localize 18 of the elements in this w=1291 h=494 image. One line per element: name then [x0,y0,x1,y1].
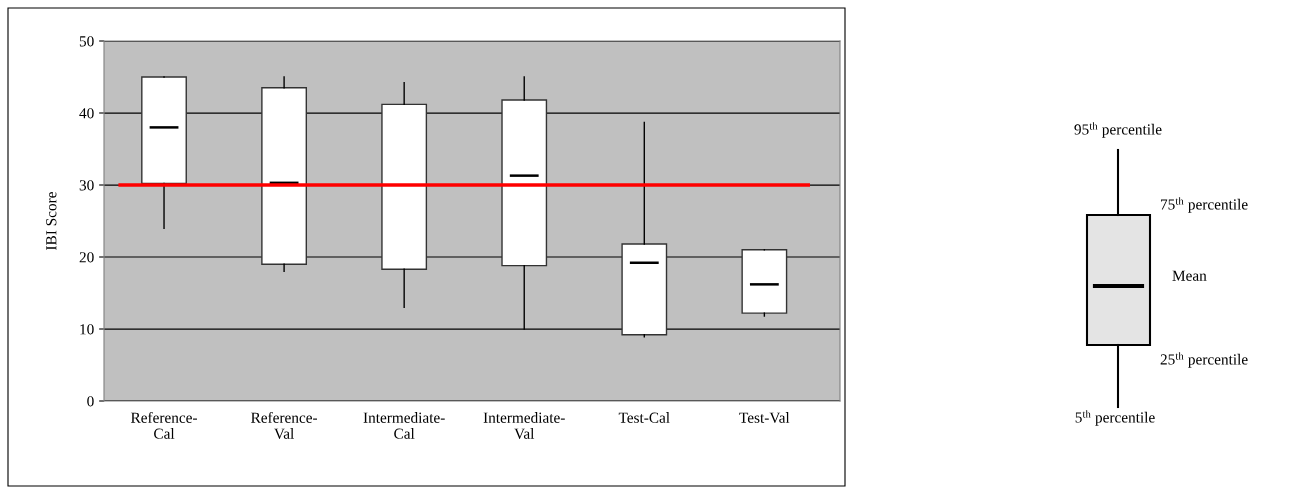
y-tick-label: 20 [79,252,94,263]
y-axis-title: IBI Score [46,192,57,250]
text: 75$^{th}$ percentile [1161,197,1248,213]
y-tick-label: 10 [80,324,94,335]
text: Mean [1172,270,1207,281]
y-tick-label: 30 [79,180,94,191]
text: 5$^{th}$ percentile [1075,410,1155,426]
y-tick-label: 40 [79,108,94,119]
x-tick-label: Intermediate- Val [483,412,565,439]
text: 95$^{th}$ percentile [1074,122,1162,138]
x-tick-label: Intermediate- Cal [363,412,445,439]
x-tick-label: Test-Val [739,412,790,423]
x-tick-label: Reference- Val [251,411,318,439]
y-tick-label: 50 [79,36,94,47]
y-tick-label: 0 [87,396,94,407]
x-tick-label: Test-Cal [618,412,670,423]
x-tick-label: Reference- Cal [130,411,197,439]
text: 25$^{th}$ percentile [1160,352,1248,368]
